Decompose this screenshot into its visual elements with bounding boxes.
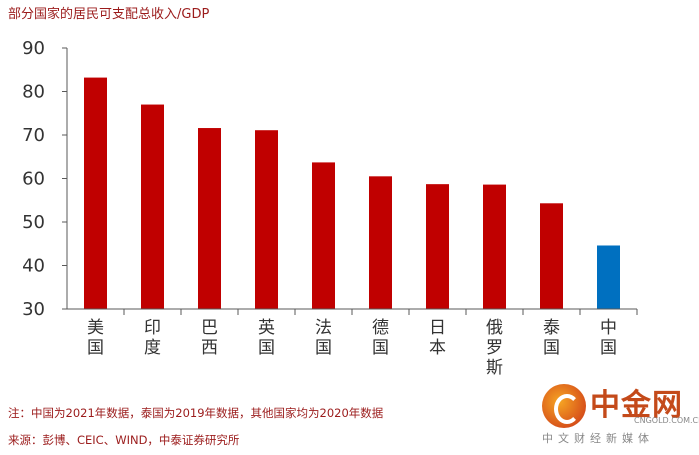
x-tick-label: 巴西 [201,318,218,358]
bar-1 [84,77,107,309]
x-tick-label: 美国 [87,318,104,358]
x-tick-label: 法国 [315,318,332,358]
y-axis: 30 40 50 60 70 80 90 [22,38,68,320]
y-tick-label: 30 [22,299,45,320]
bar-10 [597,245,620,309]
x-tick-label: 中国 [600,318,617,358]
y-tick-label: 60 [22,169,45,190]
bar-3 [198,128,221,309]
watermark-slogan: 中文财经新媒体 [542,432,654,445]
bar-7 [426,184,449,309]
bar-4 [255,130,278,309]
bar-5 [312,162,335,309]
y-tick-label: 50 [22,212,45,233]
y-tick-label: 90 [22,38,45,59]
chart-title: 部分国家的居民可支配总收入/GDP [8,7,210,22]
bar-2 [141,104,164,309]
x-tick-label: 德国 [372,318,389,358]
x-tick-label: 俄罗斯 [486,318,503,378]
bar-6 [369,176,392,309]
x-tick-label: 日本 [429,318,446,358]
bar-8 [483,184,506,309]
watermark-logo: 中金网 CNGOLD.COM.CN 中文财经新媒体 [542,380,699,450]
chart-source: 来源：彭博、CEIC、WIND，中泰证券研究所 [8,433,240,447]
bars [84,77,620,309]
watermark-domain: CNGOLD.COM.CN [634,416,699,425]
watermark-name: 中金网 [590,388,683,423]
chart-note: 注：中国为2021年数据，泰国为2019年数据，其他国家均为2020年数据 [8,406,384,420]
y-tick-label: 40 [22,256,45,277]
x-tick-label: 泰国 [543,318,560,358]
x-tick-label: 英国 [258,318,275,358]
bar-9 [540,203,563,309]
gold-coin-icon [542,384,586,428]
x-tick-label: 印度 [144,318,161,358]
y-tick-label: 70 [22,125,45,146]
y-tick-label: 80 [22,82,45,103]
